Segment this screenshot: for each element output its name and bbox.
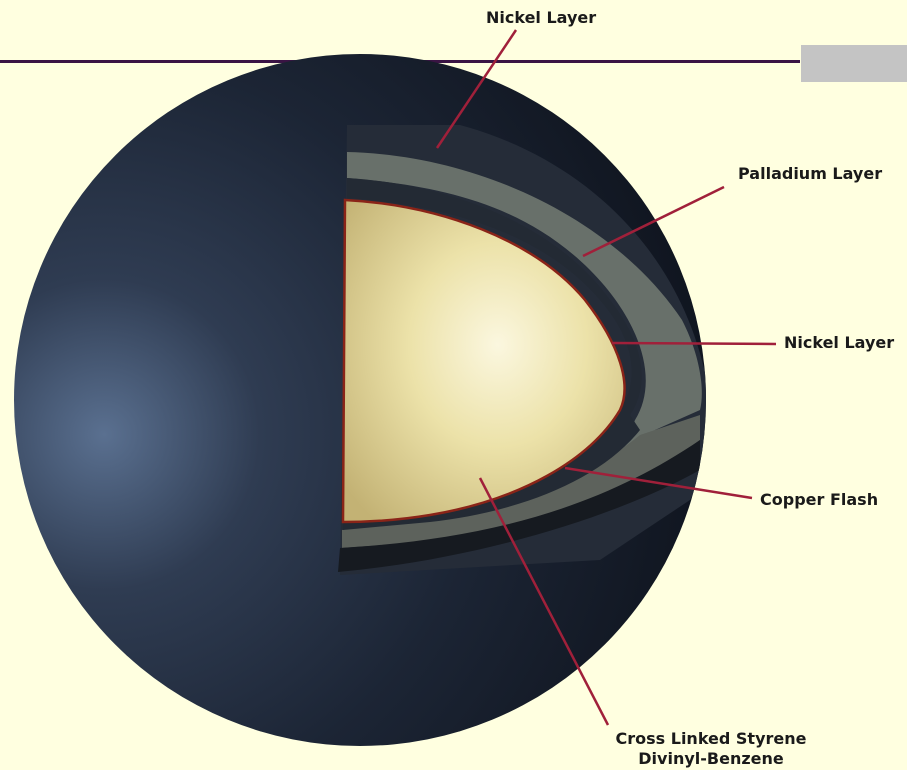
- label-copper-flash: Copper Flash: [760, 490, 879, 509]
- cut-palladium-band: [342, 152, 702, 545]
- label-nickel-layer-outer: Nickel Layer: [486, 8, 597, 27]
- leader-nickel-outer: [435, 29, 518, 149]
- core-styrene: [341, 198, 626, 524]
- label-core-line2: Divinyl-Benzene: [638, 749, 784, 768]
- cut-dark-ring-lower: [338, 440, 700, 572]
- label-palladium-layer: Palladium Layer: [738, 164, 883, 183]
- label-nickel-layer-inner: Nickel Layer: [784, 333, 895, 352]
- header-block: [801, 45, 907, 82]
- label-core: Cross Linked Styrene Divinyl-Benzene: [596, 729, 826, 769]
- leader-nickel-inner: [611, 341, 777, 346]
- leader-palladium: [582, 185, 725, 258]
- cut-inner-nickel: [343, 178, 642, 530]
- label-core-line1: Cross Linked Styrene: [615, 729, 807, 748]
- leader-core: [478, 477, 610, 726]
- leader-copper: [564, 466, 753, 500]
